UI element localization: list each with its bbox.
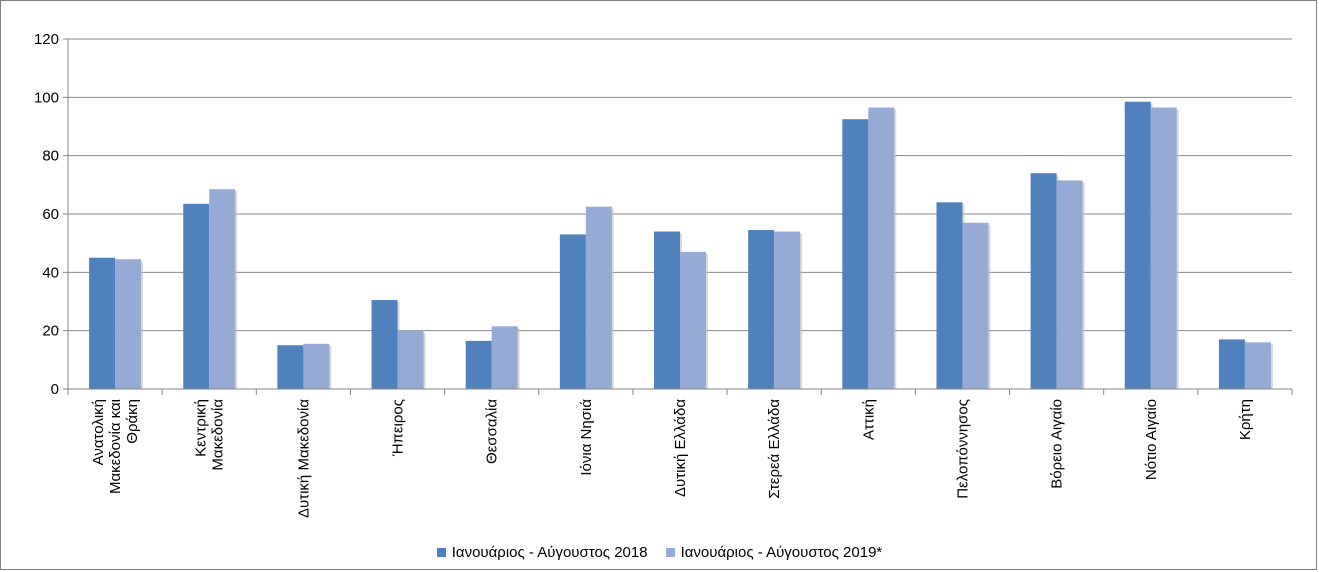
legend-swatch-2018 <box>436 547 446 557</box>
legend-item-2019: Ιανουάριος - Αύγουστος 2019* <box>665 543 883 561</box>
x-label-12-line-0: Κρήτη <box>1237 399 1254 440</box>
axes <box>63 38 1293 395</box>
legend-item-2018: Ιανουάριος - Αύγουστος 2018 <box>436 543 648 561</box>
x-label-3: Ήπειρος <box>390 399 407 457</box>
x-label-1-line-1: Μακεδονία <box>210 399 227 471</box>
bar-s1-c8 <box>868 107 895 390</box>
y-axis-ticks: 0 20 40 60 80 100 120 <box>34 31 59 398</box>
bar-s0-c6 <box>654 231 680 389</box>
bar-s1-c7 <box>774 231 801 389</box>
bar-s0-c4 <box>465 340 492 389</box>
bar-s1-c6 <box>680 251 706 389</box>
bar-s0-c5 <box>559 234 586 389</box>
bar-s0-c8 <box>842 119 869 389</box>
bar-s0-c1 <box>183 203 210 389</box>
bar-s0-c11 <box>1124 101 1151 389</box>
bar-s1-c0 <box>115 259 142 389</box>
bar-chart: 0 20 40 60 80 100 120 ΑνατολικήΜακεδονία καιΘρ… <box>34 31 1293 518</box>
legend-swatch-2019 <box>665 547 675 557</box>
bar-s1-c5 <box>585 206 612 389</box>
bar-s1-c12 <box>1244 342 1271 389</box>
x-label-12: Κρήτη <box>1237 399 1254 440</box>
x-label-8-line-0: Αττική <box>860 399 877 440</box>
x-label-1-line-0: Κεντρική <box>193 399 210 457</box>
bar-s0-c3 <box>371 300 398 389</box>
x-label-1: ΚεντρικήΜακεδονία <box>193 399 227 471</box>
x-label-0-line-1: Μακεδονία και <box>107 399 124 494</box>
bar-s0-c9 <box>936 202 963 389</box>
bar-s0-c12 <box>1218 339 1245 389</box>
y-tick-label-40: 40 <box>42 264 59 281</box>
x-label-2: Δυτική Μακεδονία <box>295 399 312 518</box>
x-label-9-line-0: Πελοπόννησος <box>954 399 971 499</box>
x-label-9: Πελοπόννησος <box>954 399 971 499</box>
bar-s1-c1 <box>209 189 236 389</box>
x-label-10-line-0: Βόρειο Αιγαίο <box>1049 399 1066 489</box>
y-tick-label-100: 100 <box>34 89 59 106</box>
y-tick-label-80: 80 <box>42 148 59 165</box>
bar-s1-c10 <box>1056 180 1083 389</box>
x-label-7-line-0: Στερεά Ελλάδα <box>766 399 783 499</box>
x-label-5: Ιόνια Νησιά <box>578 399 595 476</box>
legend-label-2019: Ιανουάριος - Αύγουστος 2019* <box>680 543 883 561</box>
gridlines <box>68 38 1292 332</box>
x-label-0-line-0: Ανατολική <box>90 399 107 465</box>
bar-s1-c4 <box>491 326 518 389</box>
bar-s0-c7 <box>748 230 775 389</box>
x-label-6-line-0: Δυτική Ελλάδα <box>672 399 689 497</box>
bar-s0-c10 <box>1030 173 1057 389</box>
bar-s0-c0 <box>89 257 116 389</box>
x-label-4: Θεσσαλία <box>484 399 501 464</box>
x-label-0: ΑνατολικήΜακεδονία καιΘράκη <box>90 399 141 494</box>
y-tick-label-0: 0 <box>51 381 59 398</box>
x-label-5-line-0: Ιόνια Νησιά <box>578 399 595 476</box>
y-tick-label-120: 120 <box>34 31 59 48</box>
x-label-11: Νότιο Αιγαίο <box>1143 399 1160 480</box>
x-label-10: Βόρειο Αιγαίο <box>1049 399 1066 489</box>
bars <box>89 101 1273 390</box>
legend-label-2018: Ιανουάριος - Αύγουστος 2018 <box>451 543 648 561</box>
x-label-11-line-0: Νότιο Αιγαίο <box>1143 399 1160 480</box>
x-label-6: Δυτική Ελλάδα <box>672 399 689 497</box>
x-axis-labels: ΑνατολικήΜακεδονία καιΘράκη ΚεντρικήΜακεδ… <box>90 399 1254 518</box>
bar-s1-c9 <box>962 222 989 389</box>
bar-s1-c2 <box>303 343 330 389</box>
x-label-4-line-0: Θεσσαλία <box>484 399 501 464</box>
x-label-3-line-0: Ήπειρος <box>390 399 407 457</box>
bar-s1-c3 <box>397 330 424 389</box>
y-tick-label-60: 60 <box>42 206 59 223</box>
x-label-2-line-0: Δυτική Μακεδονία <box>295 399 312 518</box>
x-label-0-line-2: Θράκη <box>124 399 141 444</box>
bar-s1-c11 <box>1150 107 1177 390</box>
bar-s0-c2 <box>277 345 304 389</box>
x-label-8: Αττική <box>860 399 877 440</box>
x-label-7: Στερεά Ελλάδα <box>766 399 783 499</box>
y-tick-label-20: 20 <box>42 323 59 340</box>
legend: Ιανουάριος - Αύγουστος 2018 Ιανουάριος -… <box>0 541 1319 563</box>
